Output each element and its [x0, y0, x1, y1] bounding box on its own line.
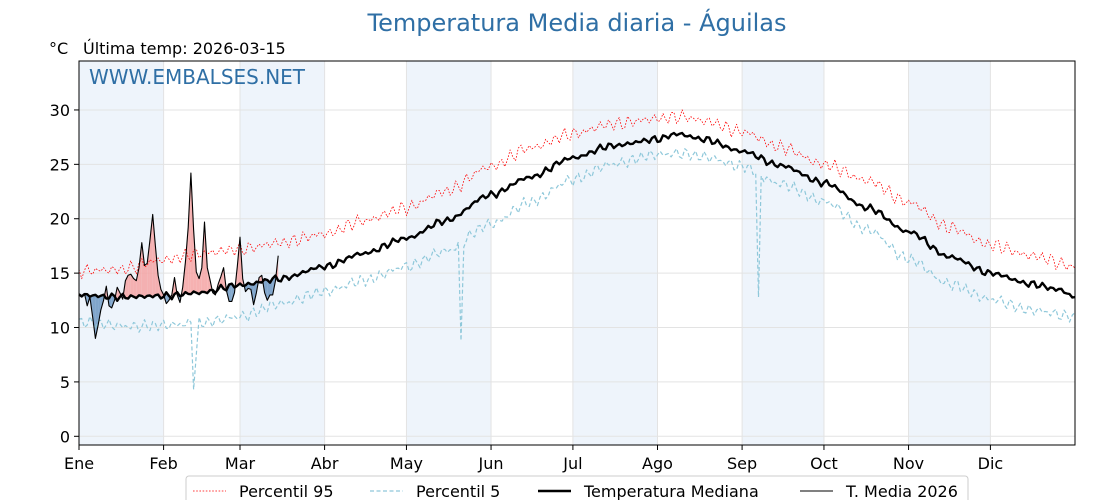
legend: Percentil 95 Percentil 5 Temperatura Media… [185, 475, 969, 500]
x-tick-label-Ene: Ene [64, 454, 94, 473]
fill-below-55 [229, 283, 232, 302]
legend-label-3: T. Media 2026 [845, 482, 958, 500]
fill-below-11 [109, 293, 112, 308]
x-tick-label-May: May [390, 454, 423, 473]
legend-label-0: Percentil 95 [239, 482, 334, 500]
fill-above-22 [139, 242, 142, 296]
fill-above-20 [133, 278, 137, 298]
x-tick-label-Abr: Abr [311, 454, 339, 473]
y-tick-label-10: 10 [50, 319, 70, 338]
legend-label-1: Percentil 5 [416, 482, 500, 500]
fill-above-18 [128, 274, 131, 299]
month-band-1 [239, 61, 325, 445]
fill-below-7 [98, 295, 101, 326]
fill-above-47 [207, 267, 210, 294]
month-bands [79, 61, 991, 445]
plot-frame [78, 60, 1076, 446]
month-band-4 [742, 61, 824, 445]
watermark: WWW.EMBALSES.NET [89, 65, 306, 89]
x-tick-label-Ago: Ago [642, 454, 673, 473]
fill-above-44 [199, 267, 202, 295]
fill-above-25 [147, 240, 150, 296]
x-tick-label-Dic: Dic [978, 454, 1004, 473]
month-band-5 [908, 61, 991, 445]
x-tick-label-Feb: Feb [149, 454, 177, 473]
legend-frame [185, 475, 969, 500]
fill-above-27 [152, 214, 156, 298]
series-line-0 [78, 109, 1076, 280]
fill-above-39 [185, 227, 189, 294]
x-tick-label-Nov: Nov [893, 454, 924, 473]
y-axis: 0 5 10 15 20 25 30 [50, 101, 79, 446]
fill-above-17 [125, 275, 129, 299]
y-tick-label-15: 15 [50, 264, 70, 283]
fill-below-64 [253, 281, 257, 305]
last-temp-label: Última temp: 2026-03-15 [83, 39, 286, 58]
y-tick-label-25: 25 [50, 155, 70, 174]
month-band-2 [406, 61, 492, 445]
series-lines [78, 109, 1076, 391]
x-axis: Ene Feb Mar Abr May Jun Jul Ago Sep Oct Nov Dic [64, 445, 1003, 473]
x-tick-label-Mar: Mar [225, 454, 256, 473]
y-tick-label-5: 5 [60, 373, 70, 392]
x-tick-label-Jun: Jun [478, 454, 504, 473]
fill-above-24 [144, 263, 148, 298]
fill-below-5 [92, 294, 96, 339]
fill-above-52 [220, 267, 224, 289]
series-line-3 [78, 172, 279, 339]
fill-below-68 [264, 279, 268, 301]
series-line-2 [78, 131, 1076, 302]
fill-above-21 [136, 267, 140, 298]
y-tick-label-0: 0 [60, 427, 70, 446]
unit-label: °C [49, 39, 68, 58]
month-band-3 [572, 61, 658, 445]
x-tick-label-Sep: Sep [727, 454, 757, 473]
fill-above-40 [188, 173, 191, 295]
chart-title: Temperatura Media diaria - Águilas [366, 8, 786, 37]
fill-above-41 [190, 173, 194, 295]
series-line-1 [78, 148, 1076, 391]
fill-above-19 [130, 274, 134, 297]
x-tick-label-Oct: Oct [810, 454, 838, 473]
x-tick-label-Jul: Jul [562, 454, 582, 473]
y-tick-label-20: 20 [50, 210, 70, 229]
legend-label-2: Temperatura Mediana [583, 482, 759, 500]
y-tick-label-30: 30 [50, 101, 70, 120]
fill-above-23 [141, 242, 145, 298]
